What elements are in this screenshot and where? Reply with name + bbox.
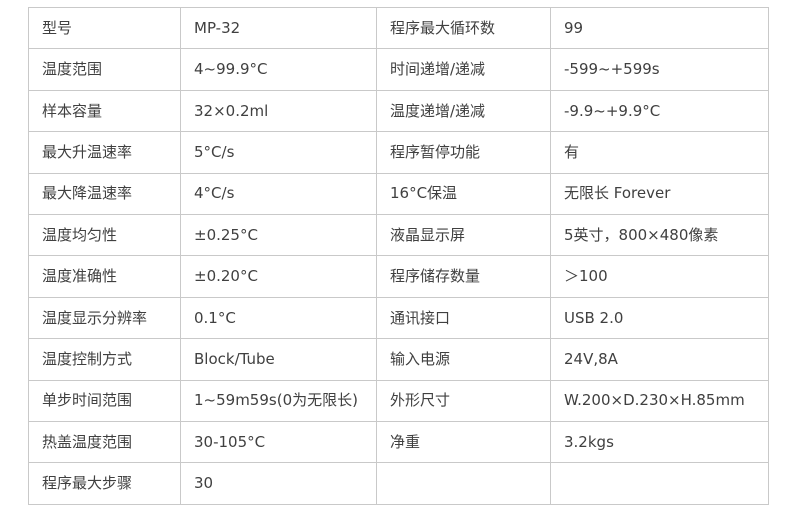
spec-value-cell: 0.1°C	[180, 296, 377, 340]
table-row: 温度均匀性 ±0.25°C 液晶显示屏 5英寸，800×480像素	[28, 214, 769, 257]
spec-value-cell: -599~+599s	[550, 48, 769, 91]
spec-value-cell: 30	[180, 462, 377, 505]
spec-value-cell: 无限长 Forever	[550, 172, 769, 216]
spec-label-cell: 液晶显示屏	[376, 214, 551, 257]
spec-value-cell: Block/Tube	[180, 338, 377, 381]
spec-label-cell: 外形尺寸	[376, 379, 551, 423]
spec-value-cell: 4~99.9°C	[180, 48, 377, 91]
spec-label-cell: 通讯接口	[376, 296, 551, 340]
spec-value-cell: 1~59m59s(0为无限长)	[180, 379, 377, 423]
spec-value-cell: 5英寸，800×480像素	[550, 214, 769, 257]
spec-value-cell: 99	[550, 6, 769, 50]
table-row: 型号 MP-32 程序最大循环数 99	[28, 6, 769, 50]
spec-label-cell: 最大降温速率	[28, 172, 181, 216]
table-row: 热盖温度范围 30-105°C 净重 3.2kgs	[28, 421, 769, 464]
spec-label-cell: 温度均匀性	[28, 214, 181, 257]
spec-label-cell: 净重	[376, 421, 551, 464]
spec-value-cell: 32×0.2ml	[180, 89, 377, 133]
table-row: 程序最大步骤 30	[28, 462, 769, 505]
table-row: 温度控制方式 Block/Tube 输入电源 24V,8A	[28, 338, 769, 381]
spec-label-cell: 温度范围	[28, 48, 181, 91]
spec-value-cell: ＞100	[550, 255, 769, 298]
spec-value-cell: 3.2kgs	[550, 421, 769, 464]
spec-label-cell: 程序储存数量	[376, 255, 551, 298]
spec-value-cell: ±0.20°C	[180, 255, 377, 298]
spec-label-cell: 温度显示分辨率	[28, 296, 181, 340]
table-row: 最大升温速率 5°C/s 程序暂停功能 有	[28, 131, 769, 174]
spec-value-cell: 24V,8A	[550, 338, 769, 381]
spec-label-cell: 样本容量	[28, 89, 181, 133]
spec-table-container: 型号 MP-32 程序最大循环数 99 温度范围 4~99.9°C 时间递增/递…	[28, 6, 769, 505]
spec-value-cell: ±0.25°C	[180, 214, 377, 257]
table-row: 单步时间范围 1~59m59s(0为无限长) 外形尺寸 W.200×D.230×…	[28, 379, 769, 423]
table-row: 最大降温速率 4°C/s 16°C保温 无限长 Forever	[28, 172, 769, 216]
spec-label-cell: 最大升温速率	[28, 131, 181, 174]
spec-value-cell: USB 2.0	[550, 296, 769, 340]
spec-value-cell: 30-105°C	[180, 421, 377, 464]
spec-label-cell: 温度控制方式	[28, 338, 181, 381]
spec-label-cell: 输入电源	[376, 338, 551, 381]
spec-value-cell: MP-32	[180, 6, 377, 50]
spec-label-cell	[376, 462, 551, 505]
spec-label-cell: 程序最大步骤	[28, 462, 181, 505]
spec-label-cell: 型号	[28, 6, 181, 50]
spec-value-cell: 5°C/s	[180, 131, 377, 174]
spec-label-cell: 时间递增/递减	[376, 48, 551, 91]
spec-label-cell: 单步时间范围	[28, 379, 181, 423]
spec-label-cell: 热盖温度范围	[28, 421, 181, 464]
spec-value-cell: W.200×D.230×H.85mm	[550, 379, 769, 423]
spec-label-cell: 温度递增/递减	[376, 89, 551, 133]
spec-value-cell: 有	[550, 131, 769, 174]
spec-value-cell	[550, 462, 769, 505]
table-row: 温度范围 4~99.9°C 时间递增/递减 -599~+599s	[28, 48, 769, 91]
spec-label-cell: 16°C保温	[376, 172, 551, 216]
spec-table: 型号 MP-32 程序最大循环数 99 温度范围 4~99.9°C 时间递增/递…	[28, 6, 769, 505]
table-row: 温度显示分辨率 0.1°C 通讯接口 USB 2.0	[28, 296, 769, 340]
table-row: 样本容量 32×0.2ml 温度递增/递减 -9.9~+9.9°C	[28, 89, 769, 133]
spec-value-cell: 4°C/s	[180, 172, 377, 216]
spec-label-cell: 温度准确性	[28, 255, 181, 298]
table-row: 温度准确性 ±0.20°C 程序储存数量 ＞100	[28, 255, 769, 298]
spec-value-cell: -9.9~+9.9°C	[550, 89, 769, 133]
spec-label-cell: 程序最大循环数	[376, 6, 551, 50]
spec-label-cell: 程序暂停功能	[376, 131, 551, 174]
